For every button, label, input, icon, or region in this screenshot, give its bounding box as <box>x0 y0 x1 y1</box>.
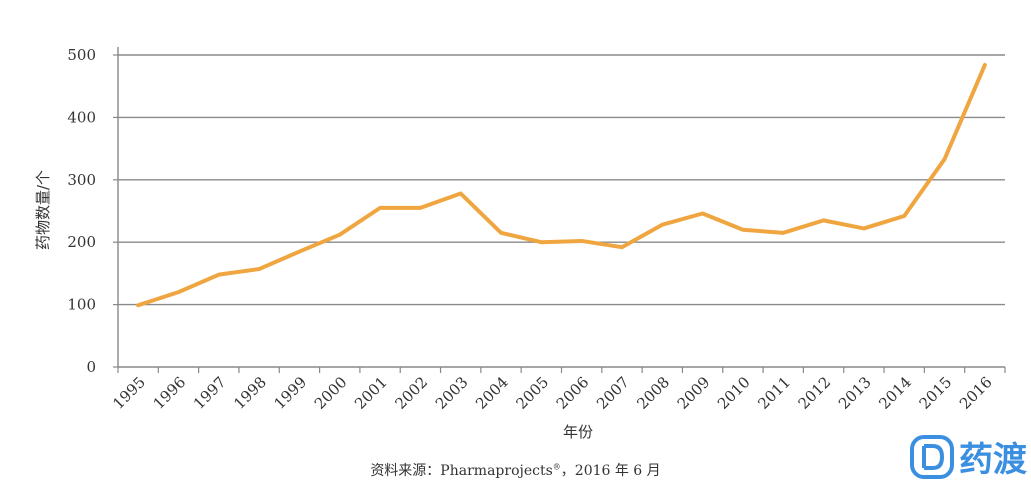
x-tick-label: 2012 <box>795 373 835 413</box>
x-tick-label: 2006 <box>553 373 593 413</box>
x-tick-label: 2005 <box>512 373 552 413</box>
x-tick-label: 1996 <box>150 373 190 413</box>
source-caption: 资料来源：Pharmaprojects®，2016 年 6 月 <box>0 460 1031 480</box>
axes <box>113 47 1006 373</box>
x-tick-label: 2007 <box>593 373 633 413</box>
x-tick-label: 2015 <box>916 373 956 413</box>
x-tick-label: 2009 <box>674 373 714 413</box>
x-tick-label: 2013 <box>835 373 875 413</box>
caption-prefix: 资料来源：Pharmaprojects <box>370 463 553 479</box>
x-tick-label: 2004 <box>472 373 512 413</box>
x-axis-title: 年份 <box>563 423 593 441</box>
x-tick-label: 2000 <box>311 373 351 413</box>
x-tick-label: 1997 <box>190 373 230 413</box>
series-line <box>136 62 987 308</box>
x-tick-label: 2011 <box>754 373 794 413</box>
y-tick-label: 0 <box>86 358 96 376</box>
y-axis-title: 药物数量/个 <box>34 170 52 250</box>
y-tick-label: 200 <box>67 233 96 251</box>
series-layer <box>136 62 987 308</box>
caption-suffix: ，2016 年 6 月 <box>560 463 661 479</box>
x-tick-label: 2003 <box>432 373 472 413</box>
y-tick-label: 500 <box>67 46 96 64</box>
caption-registered-mark: ® <box>552 462 561 472</box>
x-tick-label: 2001 <box>351 373 391 413</box>
x-tick-label: 1999 <box>271 373 311 413</box>
y-tick-label: 300 <box>67 171 96 189</box>
yaodu-logo-icon <box>910 434 954 479</box>
x-tick-label: 2008 <box>633 373 673 413</box>
x-tick-label: 2002 <box>391 373 431 413</box>
y-tick-label: 100 <box>67 296 96 314</box>
x-tick-label: 2014 <box>875 373 915 413</box>
y-tick-label: 400 <box>67 108 96 126</box>
x-tick-label: 1995 <box>109 373 149 413</box>
watermark-text: 药渡 <box>959 440 1027 480</box>
x-tick-label: 2016 <box>956 373 996 413</box>
x-tick-label: 2010 <box>714 373 754 413</box>
watermark-logo: 药渡 <box>909 432 1027 481</box>
x-tick-labels: 1995 1996 1997 1998 1999 2000 2001 2002 2003 2004… <box>109 373 995 413</box>
gridlines <box>118 54 1005 306</box>
y-tick-labels: 0 100 200 300 400 500 <box>67 46 96 376</box>
x-tick-label: 1998 <box>230 373 270 413</box>
